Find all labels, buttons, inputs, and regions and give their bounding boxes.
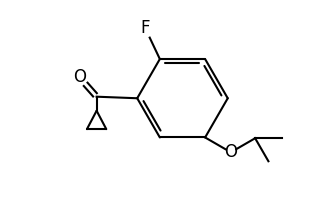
Text: F: F xyxy=(140,19,150,37)
Text: O: O xyxy=(224,143,237,161)
Text: O: O xyxy=(73,68,86,86)
